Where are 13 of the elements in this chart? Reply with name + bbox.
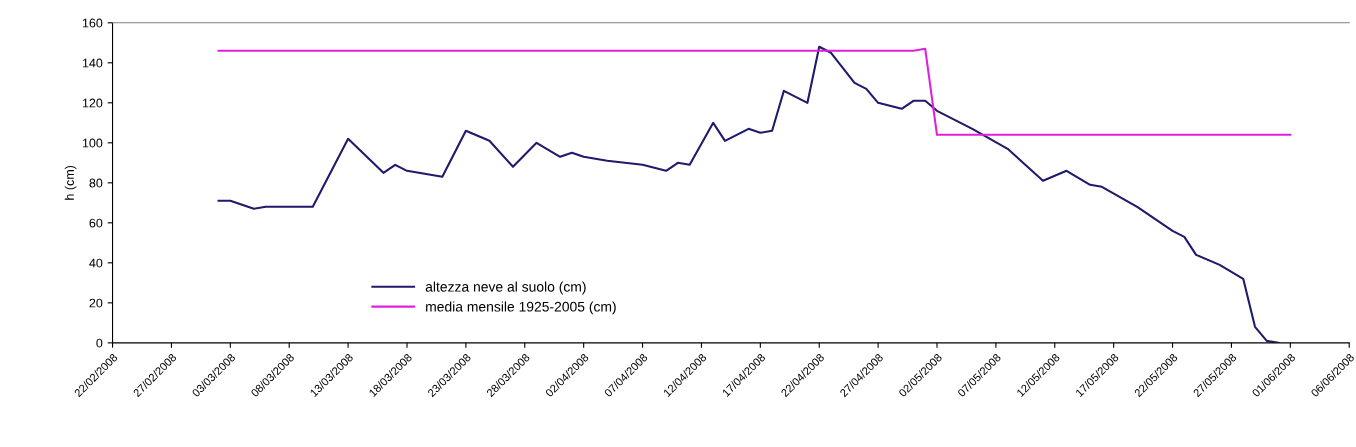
y-tick-label: 80 [89,178,103,188]
y-tick-label: 100 [82,138,103,148]
y-tick-label: 60 [89,218,103,228]
y-tick-label: 160 [82,18,103,28]
y-tick-label: 0 [96,338,103,348]
y-tick-label: 40 [89,258,103,268]
legend-label: media mensile 1925-2005 (cm) [426,301,616,315]
y-tick-label: 120 [82,98,103,108]
y-tick-label: 140 [82,58,103,68]
y-tick-label: 20 [89,298,103,308]
y-axis-title: h (cm) [64,165,77,200]
line-series [217,45,1280,343]
legend-label: altezza neve al suolo (cm) [425,281,586,295]
